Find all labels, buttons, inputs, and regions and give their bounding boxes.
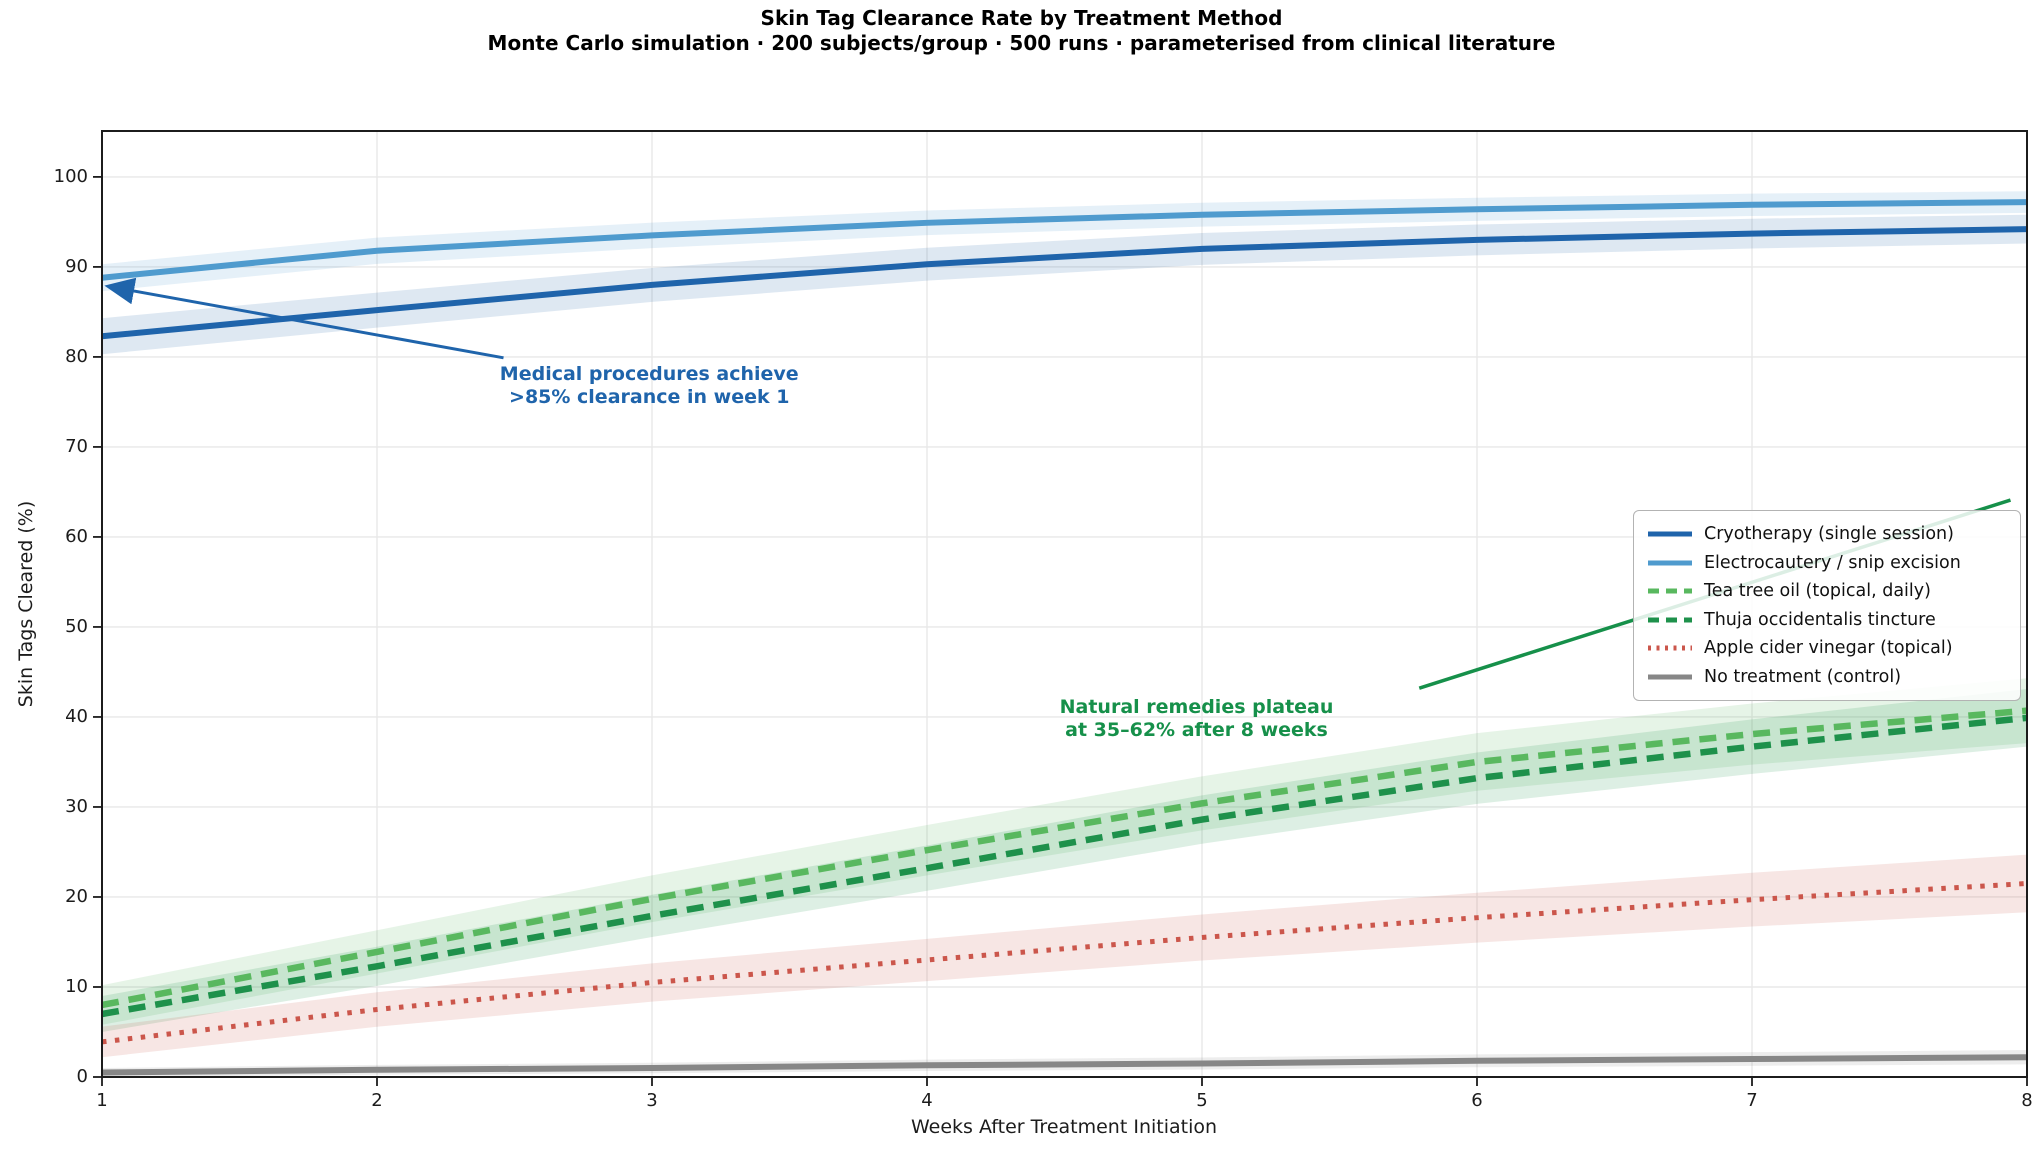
series-line-tea-tree-oil-topical-daily [101,707,2028,1009]
annotation-medical-procedures: Medical procedures achieve >85% clearance… [500,363,799,409]
series-line-cryotherapy-single-session [101,226,2028,340]
ci-band-apple-cider-vinegar-topical [102,854,2027,1058]
y-tick-label: 40 [65,705,88,727]
x-tick-label: 5 [1196,1090,1208,1111]
y-tick-label: 90 [65,255,88,277]
annotation-line: >85% clearance in week 1 [509,385,790,408]
annotation-line: Natural remedies plateau [1059,695,1334,718]
annotation-line: Medical procedures achieve [499,362,799,385]
x-tick-label: 4 [921,1090,933,1111]
ci-band-thuja-occidentalis-tincture [102,689,2027,1032]
legend-swatch [1648,531,1692,537]
annotation-line: at 35–62% after 8 weeks [1065,718,1328,741]
x-tick-label: 1 [96,1090,108,1111]
legend-label: Apple cider vinegar (topical) [1704,638,1953,659]
ci-band-tea-tree-oil-topical-daily [102,678,2027,1025]
x-axis-label: Weeks After Treatment Initiation [910,1116,1218,1138]
y-tick-label: 30 [65,795,88,817]
legend-item-electrocautery-snip-excision: Electrocautery / snip excision [1647,549,2007,578]
y-tick-label: 0 [76,1066,88,1087]
x-tick-label: 6 [1471,1090,1483,1111]
axis-ticks [93,176,2028,1086]
legend-item-cryotherapy-single-session: Cryotherapy (single session) [1647,520,2007,549]
plot-border [101,130,2028,1078]
x-tick-label: 2 [371,1090,383,1111]
y-tick-label: 10 [65,975,88,997]
chart-title: Skin Tag Clearance Rate by Treatment Met… [760,6,1283,30]
legend-label: Cryotherapy (single session) [1704,524,1954,545]
legend-swatch [1648,560,1692,566]
legend-item-tea-tree-oil-topical-daily: Tea tree oil (topical, daily) [1647,577,2007,606]
y-tick-label: 80 [65,345,88,367]
series-line-electrocautery-snip-excision [101,199,2028,281]
legend: Cryotherapy (single session) Electrocaute… [1633,510,2021,701]
legend-swatch [1648,588,1692,594]
ci-band-cryotherapy-single-session [102,214,2027,355]
legend-label: Thuja occidentalis tincture [1704,609,1936,630]
ci-band-electrocautery-snip-excision [102,191,2027,292]
title-block: Skin Tag Clearance Rate by Treatment Met… [0,6,2043,56]
y-tick-label: 60 [65,525,88,547]
legend-swatch [1648,617,1692,623]
y-tick-label: 70 [65,435,88,457]
y-tick-label: 20 [65,885,88,907]
series-line-no-treatment-control [101,1054,2028,1076]
x-tick-label: 8 [2021,1090,2033,1111]
legend-swatch [1648,674,1692,680]
x-tick-label: 7 [1746,1090,1758,1111]
legend-item-thuja-occidentalis-tincture: Thuja occidentalis tincture [1647,606,2007,635]
x-tick-label: 3 [646,1090,658,1111]
series-line-thuja-occidentalis-tincture [101,714,2028,1018]
y-tick-label: 50 [65,615,88,637]
y-tick-label: 100 [53,165,88,187]
legend-swatch [1648,645,1692,651]
chart-subtitle: Monte Carlo simulation · 200 subjects/gr… [487,31,1556,55]
annotation-natural-remedies: Natural remedies plateau at 35–62% after … [1060,696,1334,742]
legend-label: Electrocautery / snip excision [1704,552,1961,573]
y-axis-label: Skin Tags Cleared (%) [15,500,37,708]
legend-item-no-treatment-control: No treatment (control) [1647,663,2007,692]
annotation-arrow-medical-procedures [104,277,504,360]
legend-label: Tea tree oil (topical, daily) [1704,581,1931,602]
legend-item-apple-cider-vinegar-topical: Apple cider vinegar (topical) [1647,634,2007,663]
legend-label: No treatment (control) [1704,666,1902,687]
